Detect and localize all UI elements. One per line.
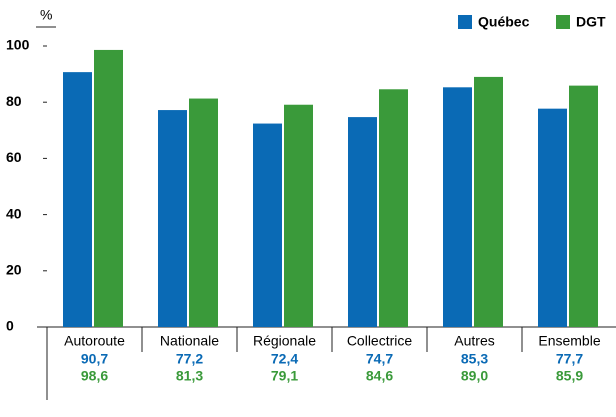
y-tick-label: 100 bbox=[6, 37, 30, 53]
y-axis-label: % bbox=[40, 7, 52, 23]
value-label: 77,2 bbox=[176, 351, 203, 367]
value-label: 81,3 bbox=[176, 368, 203, 384]
y-tick-label: 20 bbox=[6, 262, 22, 278]
y-tick-label: 0 bbox=[6, 318, 14, 334]
bar bbox=[569, 85, 598, 327]
x-tick-label: Nationale bbox=[160, 333, 219, 349]
bar bbox=[538, 108, 567, 328]
x-tick-label: Collectrice bbox=[347, 333, 413, 349]
bar bbox=[443, 87, 472, 327]
legend-swatch bbox=[458, 15, 472, 29]
value-label: 85,3 bbox=[461, 351, 488, 367]
x-tick-label: Ensemble bbox=[538, 333, 600, 349]
bar bbox=[63, 72, 92, 328]
bar bbox=[253, 123, 282, 327]
legend-label: Québec bbox=[478, 14, 530, 30]
value-label: 98,6 bbox=[81, 368, 108, 384]
bar bbox=[284, 104, 313, 327]
x-tick-label: Autres bbox=[454, 333, 494, 349]
bar bbox=[189, 98, 218, 327]
value-label: 77,7 bbox=[556, 351, 583, 367]
bar bbox=[158, 110, 187, 328]
bar bbox=[474, 76, 503, 327]
bar bbox=[379, 89, 408, 327]
y-tick-label: 80 bbox=[6, 93, 22, 109]
value-label: 90,7 bbox=[81, 351, 108, 367]
y-tick-label: 40 bbox=[6, 205, 22, 221]
legend-label: DGT bbox=[576, 14, 606, 30]
value-label: 84,6 bbox=[366, 368, 393, 384]
value-label: 74,7 bbox=[366, 351, 393, 367]
bar bbox=[94, 49, 123, 328]
value-label: 89,0 bbox=[461, 368, 488, 384]
value-label: 79,1 bbox=[271, 368, 298, 384]
legend-swatch bbox=[556, 15, 570, 29]
value-label: 85,9 bbox=[556, 368, 583, 384]
x-tick-label: Autoroute bbox=[64, 333, 125, 349]
value-label: 72,4 bbox=[271, 351, 298, 367]
bar bbox=[348, 117, 377, 327]
x-tick-label: Régionale bbox=[253, 333, 316, 349]
y-tick-label: 60 bbox=[6, 149, 22, 165]
